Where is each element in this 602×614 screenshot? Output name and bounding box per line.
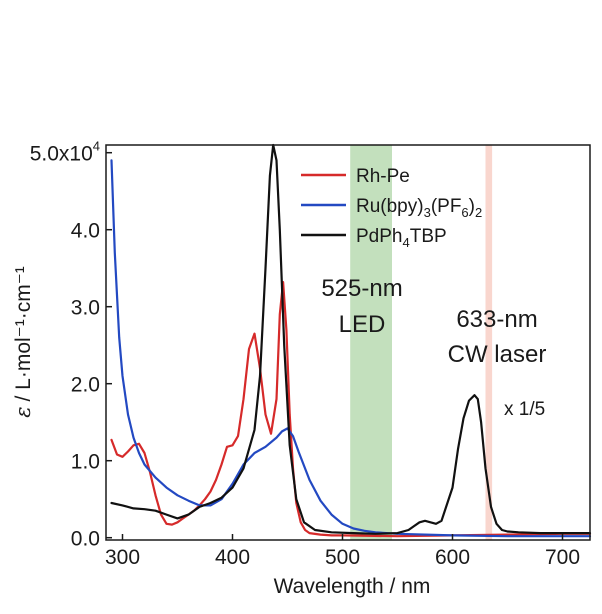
y-axis-symbol: ε bbox=[11, 407, 35, 418]
tick-labels: 300 400 500 600 700 0.0 1.0 2.0 3.0 4.0 5.0x104 bbox=[30, 139, 580, 569]
highlight-bands bbox=[350, 145, 493, 540]
laser-label-line2: CW laser bbox=[448, 341, 547, 368]
series-line-2 bbox=[110, 143, 592, 535]
axis-ticks bbox=[106, 151, 564, 540]
series-line-0 bbox=[110, 281, 592, 538]
x-axis-title: Wavelength / nm bbox=[274, 575, 431, 598]
y-tick-label: 3.0 bbox=[71, 297, 100, 320]
data-lines bbox=[110, 143, 592, 538]
series-line-1 bbox=[110, 159, 592, 538]
x-tick-label: 300 bbox=[105, 546, 140, 569]
legend-label-ru-bpy: Ru(bpy)3(PF6)2 bbox=[356, 196, 482, 220]
y-tick-label: 2.0 bbox=[71, 374, 100, 397]
y-tick-label: 5.0x104 bbox=[30, 139, 100, 166]
legend-label-rh-pe: Rh-Pe bbox=[356, 166, 410, 187]
laser-label-line1: 633-nm bbox=[456, 306, 537, 333]
y-tick-label: 4.0 bbox=[71, 220, 100, 243]
y-axis-title: ε / L·mol⁻¹·cm⁻¹ bbox=[11, 266, 35, 418]
led-label-line1: 525-nm bbox=[321, 275, 402, 302]
band-0 bbox=[350, 145, 392, 540]
legend-label-pdph4tbp: PdPh4TBP bbox=[356, 226, 447, 250]
y-tick-label: 1.0 bbox=[71, 451, 100, 474]
legend: Rh-Pe Ru(bpy)3(PF6)2 PdPh4TBP bbox=[301, 166, 482, 250]
band-1 bbox=[485, 145, 493, 540]
y-tick-label: 0.0 bbox=[71, 528, 100, 551]
led-label-line2: LED bbox=[339, 311, 386, 338]
x-tick-label: 400 bbox=[215, 546, 250, 569]
scale-annotation: x 1/5 bbox=[504, 399, 545, 420]
y-axis-units: / L·mol⁻¹·cm⁻¹ bbox=[12, 266, 35, 401]
x-tick-label: 600 bbox=[435, 546, 470, 569]
x-tick-label: 500 bbox=[325, 546, 360, 569]
plot-frame bbox=[105, 144, 591, 541]
x-tick-label: 700 bbox=[545, 546, 580, 569]
